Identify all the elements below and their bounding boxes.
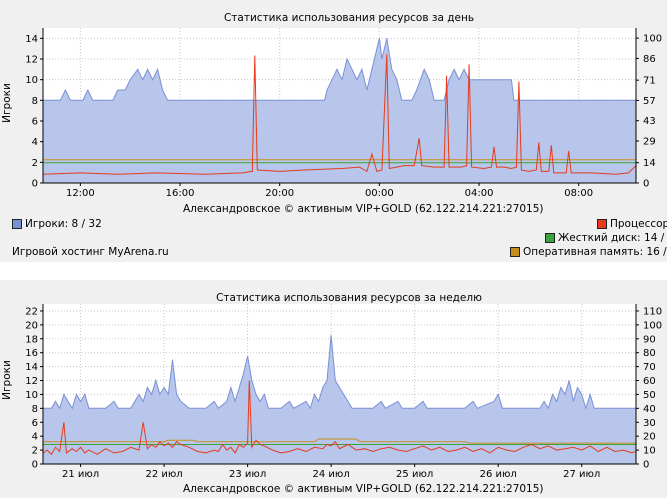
legend-players-swatch: [12, 219, 22, 229]
week-series-cpu-line: [42, 380, 637, 456]
week-y-tick-label-right: 110: [643, 306, 662, 317]
week-y-tick-label-left: 6: [32, 418, 38, 429]
week-y-tick-label-right: 80: [643, 348, 656, 359]
week-y-tick-label-right: 60: [643, 376, 656, 387]
day-y-tick-label-right: 43: [643, 116, 656, 127]
week-y-tick-label-right: 50: [643, 390, 656, 401]
week-series-ram-line: [43, 438, 636, 444]
day-chart-panel: 0 2 4 6 8 10 12 14 0 14 29 43 57 71 86 100 12:00 16:00 20:…: [0, 0, 667, 262]
panel-separator: [0, 262, 667, 280]
day-chart-title: Статистика использования ресурсов за ден…: [224, 12, 474, 24]
week-x-tick-label: 27 июл: [563, 469, 600, 480]
week-y-tick-label-left: 14: [25, 362, 38, 373]
week-y-tick-label-left: 10: [25, 390, 38, 401]
legend-disk: Жесткий диск: 14 / 100: [545, 232, 667, 244]
day-y-tick-label-left: 14: [25, 34, 38, 45]
week-chart-caption: Александровское © активным VIP+GOLD (62.…: [183, 483, 544, 495]
day-x-tick-label: 12:00: [66, 188, 95, 199]
week-y-tick-label-right: 90: [643, 334, 656, 345]
day-x-tick-label: 20:00: [265, 188, 294, 199]
day-x-tick-label: 00:00: [365, 188, 394, 199]
legend-cpu-swatch: [597, 219, 607, 229]
day-x-tick-label: 08:00: [564, 188, 593, 199]
day-y-tick-label-left: 0: [32, 179, 38, 190]
day-chart-caption: Александровское © активным VIP+GOLD (62.…: [183, 203, 544, 215]
legend-ram-swatch: [510, 247, 520, 257]
day-y-tick-label-left: 8: [32, 96, 38, 107]
week-x-tick-label: 21 июл: [62, 469, 99, 480]
week-y-tick-label-right: 100: [643, 320, 662, 331]
day-y-tick-label-left: 6: [32, 117, 38, 128]
week-series-players-line: [43, 335, 636, 411]
legend-ram-label: Оперативная память: 16 / 100: [523, 246, 667, 258]
week-y-tick-label-left: 18: [25, 334, 38, 345]
week-y-tick-label-right: 10: [643, 446, 656, 457]
day-y-axis-label: Игроки: [1, 83, 13, 123]
day-y-tick-label-left: 10: [25, 75, 38, 86]
day-y-tick-label-left: 12: [25, 55, 38, 66]
week-x-tick-label: 25 июл: [396, 469, 433, 480]
day-y-tick-label-right: 71: [643, 76, 656, 87]
week-y-tick-label-left: 20: [25, 320, 38, 331]
week-y-tick-label-right: 30: [643, 418, 656, 429]
legend-players-label: Игроки: 8 / 32: [25, 218, 102, 230]
week-y-tick-label-left: 22: [25, 306, 38, 317]
day-y-tick-label-left: 4: [32, 137, 38, 148]
legend-cpu-label: Процессор:: [610, 218, 667, 230]
day-series-players-line: [43, 38, 636, 101]
legend-cpu: Процессор:: [597, 218, 667, 230]
day-x-tick-label: 16:00: [166, 188, 195, 199]
day-series-cpu-line: [42, 54, 637, 175]
legend-players: Игроки: 8 / 32: [12, 218, 102, 230]
week-chart: 0 2 4 6 8 10 12 14 16 18 20 22 0 10 20 30 40 50 60 70 80 90 10…: [1, 292, 662, 480]
hosting-credit: Игровой хостинг MyArena.ru: [12, 246, 169, 258]
week-y-tick-label-left: 0: [32, 460, 38, 471]
week-chart-panel: 0 2 4 6 8 10 12 14 16 18 20 22 0 10 20 30 40 50 60 70 80 90 10…: [0, 280, 667, 498]
week-y-tick-label-left: 8: [32, 404, 38, 415]
week-y-tick-label-right: 0: [643, 460, 649, 471]
week-y-tick-label-right: 70: [643, 362, 656, 373]
day-chart: 0 2 4 6 8 10 12 14 0 14 29 43 57 71 86 100 12:00 16:00 20:…: [1, 12, 662, 199]
legend-ram: Оперативная память: 16 / 100: [510, 246, 667, 258]
week-y-tick-label-left: 16: [25, 348, 38, 359]
week-x-tick-label: 26 июл: [480, 469, 517, 480]
day-y-tick-label-right: 57: [643, 96, 656, 107]
day-y-tick-label-right: 0: [643, 179, 649, 190]
day-y-tick-label-right: 100: [643, 34, 662, 45]
week-y-axis-label: Игроки: [1, 360, 13, 400]
week-y-tick-label-left: 4: [32, 432, 38, 443]
legend-disk-swatch: [545, 233, 555, 243]
day-x-tick-label: 04:00: [465, 188, 494, 199]
week-series-players-area: [43, 335, 636, 464]
week-y-tick-label-left: 2: [32, 446, 38, 457]
week-y-tick-label-right: 20: [643, 432, 656, 443]
day-y-tick-label-right: 86: [643, 54, 656, 65]
day-y-tick-label-right: 14: [643, 158, 656, 169]
week-chart-title: Статистика использования ресурсов за нед…: [216, 292, 482, 304]
day-series-players-area: [43, 38, 636, 183]
day-y-tick-label-left: 2: [32, 158, 38, 169]
week-x-tick-label: 22 июл: [145, 469, 182, 480]
week-x-tick-label: 24 июл: [313, 469, 350, 480]
week-x-tick-label: 23 июл: [229, 469, 266, 480]
week-y-tick-label-right: 40: [643, 404, 656, 415]
legend-disk-label: Жесткий диск: 14 / 100: [558, 232, 667, 244]
week-y-tick-label-left: 12: [25, 376, 38, 387]
day-y-tick-label-right: 29: [643, 136, 656, 147]
